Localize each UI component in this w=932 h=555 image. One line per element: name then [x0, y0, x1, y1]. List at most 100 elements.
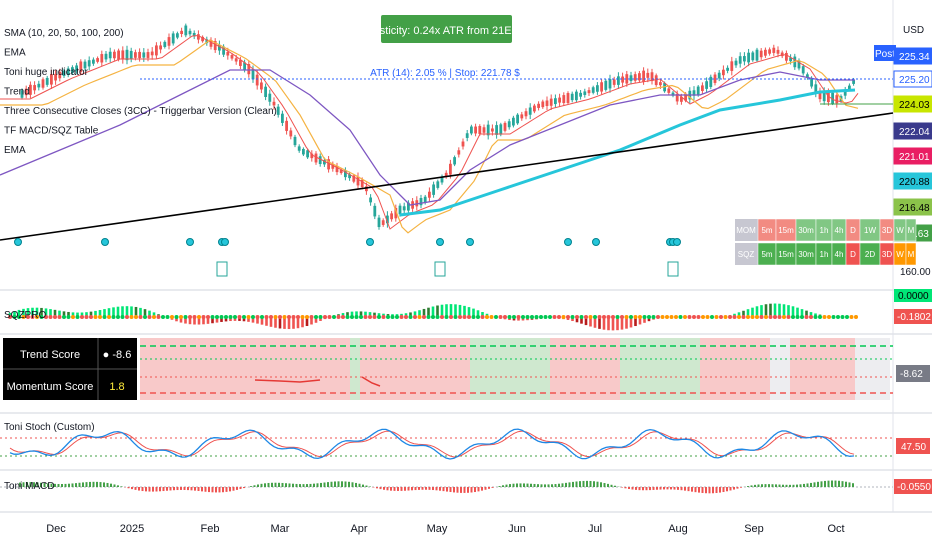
sqz-dot [202, 315, 206, 319]
candle [743, 56, 746, 61]
earnings-marker [668, 262, 678, 276]
candle [130, 51, 133, 59]
macd-bar [625, 487, 627, 488]
macd-bar [163, 487, 165, 491]
sqz-dot [463, 315, 467, 319]
macd-bar [758, 484, 760, 487]
macd-bar [324, 483, 326, 487]
candle [403, 206, 406, 210]
price-axis-160: 160.00 [900, 267, 931, 278]
sqz-dot [287, 315, 291, 319]
time-axis-label: Oct [827, 523, 844, 535]
sqz-dot [184, 315, 188, 319]
macd-bar [425, 487, 427, 490]
tf-table-cell-text: 5m [761, 226, 772, 235]
sqz-dot [611, 315, 615, 319]
macd-bar [352, 482, 354, 487]
macd-bar [527, 484, 529, 487]
stoch-pane[interactable] [0, 429, 893, 459]
sqz-dot [382, 315, 386, 319]
macd-bar [187, 487, 189, 490]
sqz-dot [724, 315, 728, 319]
candle [495, 125, 498, 135]
earnings-marker [435, 262, 445, 276]
sqz-dot [139, 315, 143, 319]
currency-label[interactable]: USD [903, 25, 924, 36]
sqz-dot [431, 315, 435, 319]
sqz-dot [80, 315, 84, 319]
macd-bar [65, 484, 67, 487]
time-axis-label: Dec [46, 523, 66, 535]
price-axis[interactable]: 225.34225.20224.03222.04221.01220.88216.… [894, 48, 932, 241]
sqz-dot [503, 315, 507, 319]
macd-bar [842, 481, 844, 487]
tf-table-row-label: MOM [736, 226, 756, 235]
sqz-dot [589, 315, 593, 319]
sqz-dot [49, 315, 53, 319]
time-axis-label: Feb [201, 523, 220, 535]
candle [399, 206, 402, 215]
sqz-dot [539, 315, 543, 319]
price-tag-text: 224.03 [899, 100, 930, 111]
candle [646, 73, 649, 78]
sqz-dot [598, 315, 602, 319]
macd-bar [58, 484, 60, 487]
macd-bar [194, 487, 196, 491]
tf-table-cell-text: W [896, 250, 904, 259]
candle [579, 93, 582, 97]
macd-bar [348, 482, 350, 487]
candle [256, 75, 259, 86]
sqz-dot [557, 315, 561, 319]
candle [159, 45, 162, 49]
macd-bar [156, 487, 158, 491]
candle [88, 60, 91, 66]
sma50-line [0, 70, 855, 205]
macd-bar [579, 481, 581, 487]
macd-bar [170, 487, 172, 490]
sqz-dot [841, 315, 845, 319]
sqz-dot [179, 315, 183, 319]
macd-bar [551, 484, 553, 487]
sqz-dot [440, 315, 444, 319]
score-pane[interactable] [140, 338, 893, 400]
sqz-dot [800, 315, 804, 319]
sqz-dot [112, 315, 116, 319]
sqz-dot [211, 315, 215, 319]
macd-bar [800, 484, 802, 487]
macd-bar [516, 483, 518, 487]
candle [747, 53, 750, 63]
macd-bar [478, 487, 480, 491]
sqzpro-pane[interactable] [8, 304, 858, 331]
event-marker [102, 239, 109, 246]
price-tag-text: 225.20 [899, 75, 930, 86]
macd-bar [520, 483, 522, 487]
macd-bar [835, 481, 837, 487]
macd-pane[interactable] [0, 481, 893, 494]
sqz-dot [422, 315, 426, 319]
macd-bar [793, 485, 795, 487]
macd-bar [103, 482, 105, 487]
macd-bar [68, 484, 70, 487]
macd-bar [72, 483, 74, 487]
candle [189, 31, 192, 34]
sqz-dot [526, 315, 530, 319]
candle [621, 77, 624, 83]
stoch-k-line [10, 429, 854, 459]
macd-bar [555, 484, 557, 487]
sqz-dot [269, 315, 273, 319]
sqz-dot [188, 315, 192, 319]
candle [588, 90, 591, 93]
macd-bar [754, 485, 756, 487]
macd-bar [824, 481, 826, 487]
candle [533, 106, 536, 112]
macd-bar [299, 484, 301, 487]
indicator-legend-item: EMA [4, 145, 26, 156]
candle [785, 53, 788, 61]
macd-bar [828, 481, 830, 487]
tf-table-cell-text: 2D [865, 250, 875, 259]
sqz-dot [386, 315, 390, 319]
sqz-dot [620, 315, 624, 319]
sqz-dot [134, 315, 138, 319]
